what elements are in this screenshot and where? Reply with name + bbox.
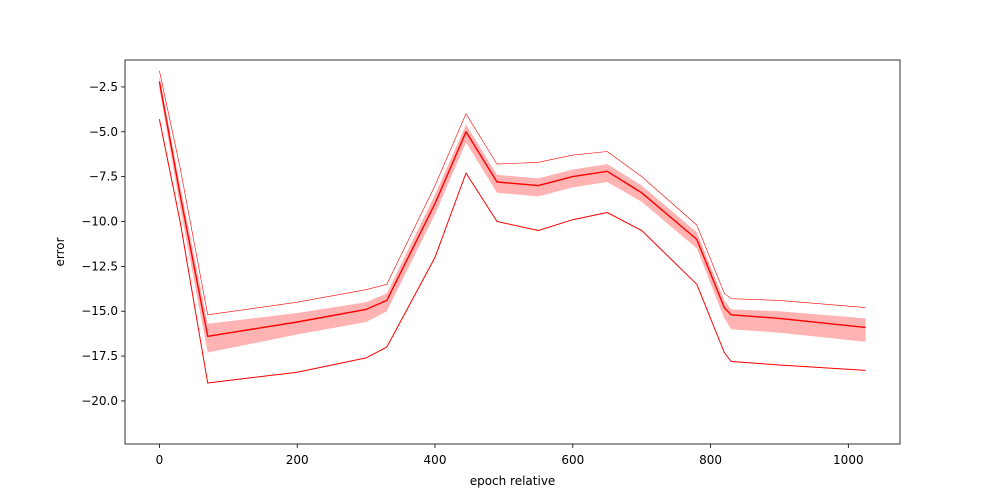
x-tick-label: 600 [561,453,584,467]
lower-series-line [158,119,866,384]
plot-area [158,70,866,384]
y-axis-label: error [53,237,67,266]
axes-frame [124,59,901,445]
y-tick-label: −15.0 [81,304,118,318]
y-tick-label: −5.0 [89,125,118,139]
x-tick-label: 400 [424,453,447,467]
std-band [159,76,866,353]
y-tick-label: −10.0 [81,214,118,228]
y-tick-label: −7.5 [89,170,118,184]
x-tick-label: 0 [156,453,164,467]
x-axis: 0 200 400 600 800 1000 [156,444,864,467]
x-tick-label: 1000 [833,453,864,467]
x-tick-label: 200 [286,453,309,467]
x-axis-label: epoch relative [470,474,556,488]
y-axis: −2.5 −5.0 −7.5 −10.0 −12.5 −15.0 −17.5 −20.0 [81,80,125,408]
y-tick-label: −2.5 [89,80,118,94]
y-tick-label: −20.0 [81,394,118,408]
mean-series-line [158,81,866,337]
upper-series-line [159,70,866,316]
x-tick-label: 800 [699,453,722,467]
y-tick-label: −17.5 [81,349,118,363]
y-tick-label: −12.5 [81,259,118,273]
